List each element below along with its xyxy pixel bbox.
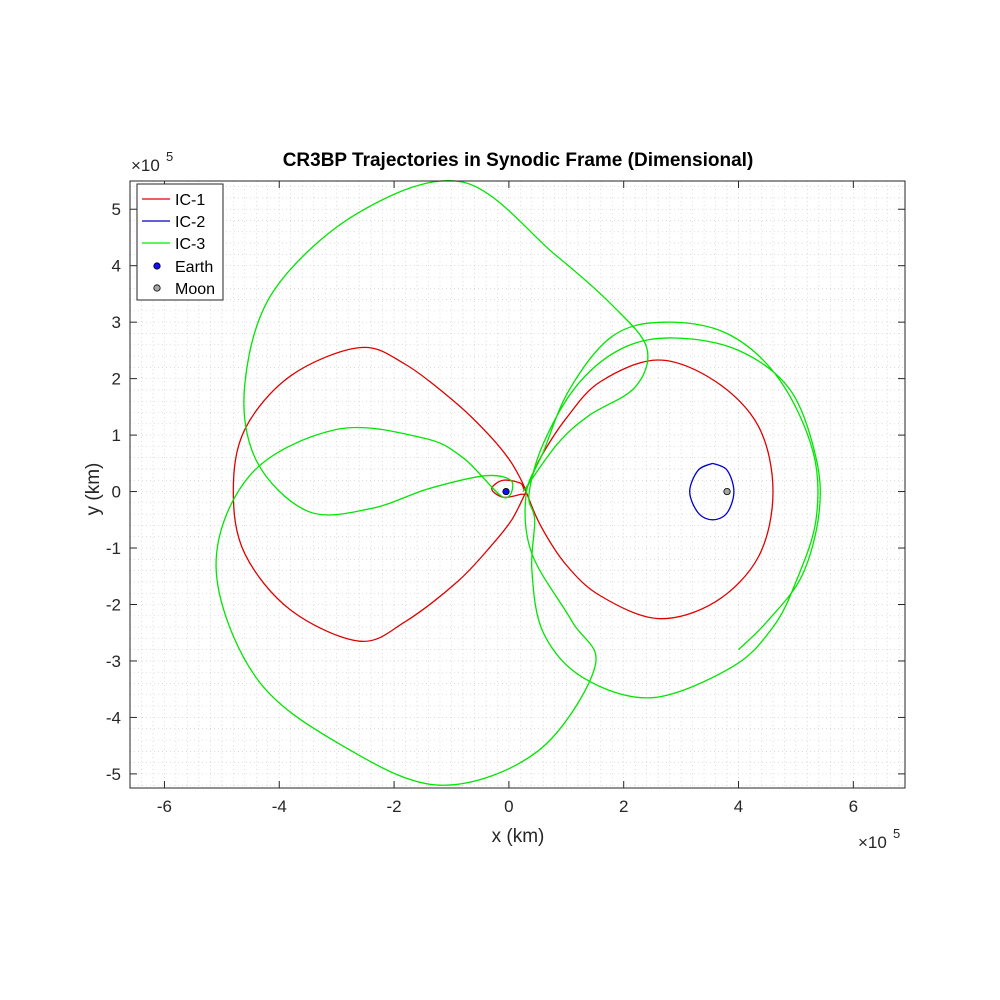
x-axis-ticks: -6 -4 -2 0 2 4 6 — [157, 181, 858, 816]
series-line-ic-2 — [689, 462, 735, 521]
legend-entry-ic-3: IC-3 — [142, 236, 205, 253]
x-tick-label: 4 — [734, 797, 743, 816]
x-tick-label: 6 — [849, 797, 858, 816]
y-axis-exponent: ×10 5 — [131, 149, 173, 175]
legend-label-ic-2: IC-2 — [175, 214, 205, 231]
x-exponent-base: ×10 — [858, 833, 887, 852]
legend-marker-moon — [153, 284, 161, 292]
plot-area: -6 -4 -2 0 2 4 6 -5 -4 -3 -2 -1 0 1 2 3 4 5 — [106, 180, 906, 816]
y-exponent-power: 5 — [166, 149, 173, 164]
legend-label-earth: Earth — [175, 259, 213, 276]
y-tick-label: -2 — [106, 595, 121, 614]
legend-entry-earth: Earth — [153, 259, 213, 276]
x-axis-exponent: ×10 5 — [858, 826, 900, 852]
x-tick-label: -6 — [157, 797, 172, 816]
y-tick-label: 3 — [112, 313, 121, 332]
legend-entry-ic-2: IC-2 — [142, 214, 205, 231]
x-tick-label: 0 — [504, 797, 513, 816]
x-tick-label: 2 — [619, 797, 628, 816]
y-tick-label: -4 — [106, 708, 121, 727]
y-tick-label: 2 — [112, 370, 121, 389]
y-tick-label: -1 — [106, 539, 121, 558]
y-axis-ticks: -5 -4 -3 -2 -1 0 1 2 3 4 5 — [106, 200, 905, 784]
y-tick-label: 0 — [112, 483, 121, 502]
axes-background — [130, 181, 905, 788]
series-layer — [215, 180, 821, 786]
legend-marker-earth — [153, 262, 161, 270]
legend-label-moon: Moon — [175, 281, 215, 298]
chart-title: CR3BP Trajectories in Synodic Frame (Dim… — [283, 150, 754, 171]
legend: IC-1 IC-2 IC-3 Earth Moon — [136, 183, 224, 301]
legend-box — [136, 183, 224, 301]
x-axis-label: x (km) — [492, 826, 545, 847]
y-tick-label: -5 — [106, 765, 121, 784]
marker-moon — [723, 487, 731, 496]
series-line-ic-3 — [215, 180, 821, 786]
x-tick-label: -2 — [387, 797, 402, 816]
legend-label-ic-1: IC-1 — [175, 192, 205, 209]
y-tick-label: 4 — [112, 257, 121, 276]
y-axis-label: y (km) — [83, 463, 104, 516]
x-tick-label: -4 — [272, 797, 287, 816]
legend-entry-ic-1: IC-1 — [142, 192, 205, 209]
y-tick-label: 5 — [112, 200, 121, 219]
marker-earth — [502, 487, 510, 496]
axes-box — [129, 180, 906, 789]
x-exponent-power: 5 — [893, 826, 900, 841]
y-exponent-base: ×10 — [131, 156, 160, 175]
y-tick-label: 1 — [112, 426, 121, 445]
y-tick-label: -3 — [106, 652, 121, 671]
legend-entry-moon: Moon — [153, 281, 215, 298]
legend-label-ic-3: IC-3 — [175, 236, 205, 253]
